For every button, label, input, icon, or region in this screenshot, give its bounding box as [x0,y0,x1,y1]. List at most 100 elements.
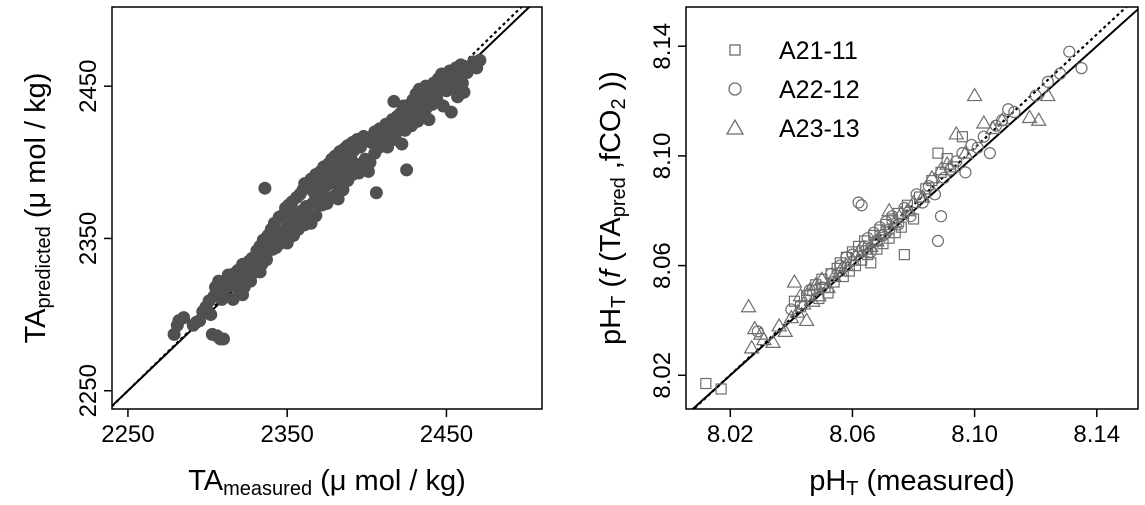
right-x-axis-label: pHT (measured) [809,465,1015,500]
right-x-label-sub: T [846,478,858,500]
data-point-triangle [819,279,837,294]
right-x-label-main: pH [809,465,846,497]
data-point-square [920,183,932,195]
x-tick-label: 2250 [101,421,154,448]
legend-square-icon [729,44,741,56]
data-point [444,105,458,119]
data-point-triangle [887,213,904,228]
left-x-label-main: TA [188,465,224,497]
data-point-triangle [948,125,965,140]
data-point-triangle [1039,87,1056,102]
data-point-circle [937,171,951,184]
data-point-circle [931,234,945,248]
left-y-label-sub: predicted [33,226,55,308]
data-point-square [932,147,944,159]
x-tick-label: 8.10 [951,421,998,448]
data-point [457,85,471,99]
right-scatter-panel: 8.02 8.06 8.10 8.148.028.068.108.14 A21-11A… [595,6,1139,500]
data-point [400,163,414,177]
data-point-circle [928,188,942,201]
data-point-square [898,249,910,261]
data-point [419,102,433,116]
data-point-circle [1054,67,1067,80]
data-point-triangle [856,240,873,255]
data-point [430,87,444,101]
data-point-triangle [874,224,892,239]
data-point-circle [983,147,996,160]
y-tick-label: 2250 [75,364,102,417]
right-y-label-sub2: pred [608,177,630,217]
data-point [325,190,339,204]
left-x-label-unit: (μ mol / kg) [312,465,466,497]
data-point-triangle [984,120,1001,135]
right-y-label-f: f [595,267,627,278]
left-x-axis-label: TAmeasured (μ mol / kg) [188,465,466,500]
data-point [259,253,273,267]
data-point-triangle [771,317,788,332]
data-point-triangle [786,273,803,288]
data-point-circle [1075,62,1088,75]
data-point [369,186,383,200]
data-point-triangle [850,243,867,258]
legend: A21-11 A22-12 A23-13 [725,37,860,143]
data-point-triangle [868,232,885,247]
data-point [379,139,393,153]
data-point [177,311,191,325]
data-point-triangle [966,87,983,102]
y-tick-label: 8.14 [649,23,676,70]
y-tick-label: 2350 [75,212,102,265]
data-point-triangle [914,188,931,203]
data-point-triangle [746,320,763,335]
data-point [236,288,250,302]
data-point [216,332,230,346]
y-tick-label: 8.10 [649,133,676,180]
y-tick-label: 8.02 [649,352,676,399]
left-plot-frame [111,6,543,410]
data-point-triangle [923,169,940,184]
data-point-square [956,131,968,143]
right-y-label-end: )) [595,71,627,98]
right-y-label-mid: ( [595,278,627,296]
y-tick-label: 8.06 [649,242,676,289]
legend-entry-label: A23-13 [779,115,860,143]
left-y-label-main: TA [20,308,52,344]
data-point-circle [855,199,868,212]
x-tick-label: 8.02 [707,421,754,448]
legend-circle-icon [728,82,742,96]
x-tick-label: 2450 [420,421,473,448]
right-y-label-sub3: 2 [608,98,630,109]
right-y-label-mid3: ,fCO [595,110,627,178]
data-point-triangle [893,205,910,220]
data-point [353,140,367,154]
data-point-circle [852,196,865,209]
data-point-triangle [743,339,760,354]
right-y-label-sub1: T [608,296,630,308]
data-point-triangle [957,144,974,159]
data-point [253,265,267,279]
x-tick-label: 8.06 [829,421,876,448]
right-plot-frame [685,6,1139,410]
data-point-triangle [1030,112,1047,126]
x-tick-label: 2350 [260,421,313,448]
data-point-triangle [844,251,861,266]
data-point-triangle [810,287,827,302]
data-point-triangle [755,331,772,346]
right-x-label-unit: (measured) [858,465,1014,497]
data-point-circle [934,210,948,223]
legend-entry-label: A21-11 [779,37,858,65]
data-point-triangle [764,334,782,348]
data-point-circle [1063,45,1076,58]
left-y-axis-label: TApredicted (μ mol / kg) [20,73,55,344]
left-x-label-sub: measured [223,478,312,500]
data-point-square [715,383,727,395]
data-point-triangle [899,202,916,217]
data-point [258,181,272,195]
data-point [388,132,402,146]
right-y-label-mid2: (TA [595,217,627,270]
data-point [216,285,230,299]
data-point-triangle [939,155,956,170]
data-point-circle [959,166,972,179]
left-y-label-unit: (μ mol / kg) [20,73,52,227]
